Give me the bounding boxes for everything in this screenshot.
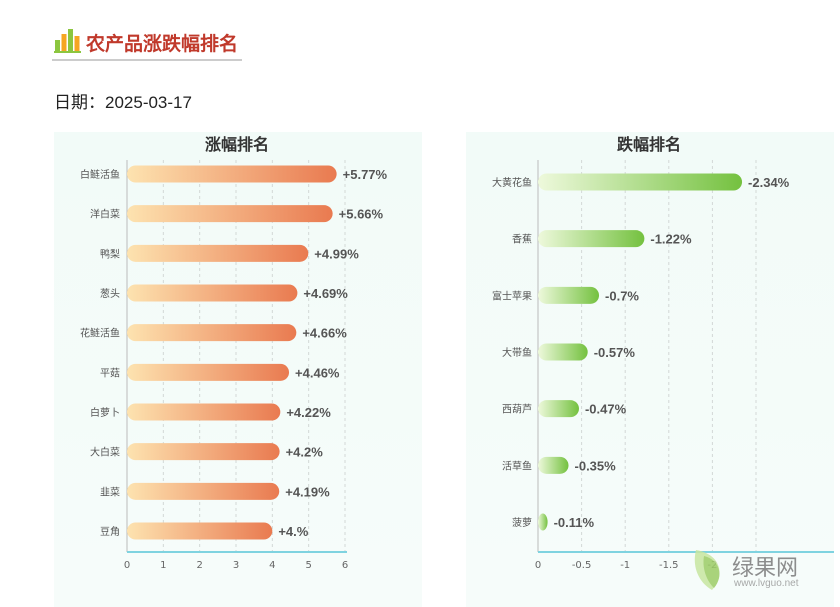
bar — [127, 522, 273, 540]
data-label: -0.11% — [554, 515, 595, 530]
title-underline — [52, 59, 242, 61]
category-label: 花鲢活鱼 — [80, 327, 120, 340]
bar — [538, 513, 548, 531]
data-label: +4.% — [278, 524, 308, 539]
bar — [127, 443, 280, 461]
data-label: -0.7% — [605, 288, 639, 303]
data-label: -0.47% — [585, 402, 627, 417]
bar — [127, 244, 309, 262]
data-label: +4.2% — [286, 445, 324, 460]
bar — [127, 363, 290, 381]
x-tick-label: 3 — [233, 560, 239, 571]
x-tick-label: 2 — [196, 560, 202, 571]
bar — [538, 173, 743, 191]
data-label: -1.22% — [650, 232, 692, 247]
chart-title: 跌幅排名 — [617, 135, 681, 154]
category-label: 大白菜 — [90, 446, 120, 459]
x-tick-label: -1 — [620, 560, 630, 571]
fall-chart-svg: 跌幅排名0-0.5-1-1.5-2大黄花鱼-2.34%香蕉-1.22%富士苹果-… — [492, 135, 834, 571]
category-label: 白鲢活鱼 — [80, 168, 120, 181]
watermark-url: www.lvguo.net — [734, 578, 799, 589]
date-label: 日期： — [54, 93, 105, 112]
fall-ranking-chart: 跌幅排名0-0.5-1-1.5-2大黄花鱼-2.34%香蕉-1.22%富士苹果-… — [466, 132, 834, 607]
data-label: +4.99% — [314, 246, 359, 261]
data-label: +4.22% — [286, 405, 331, 420]
date-row: 日期：2025-03-17 — [54, 88, 192, 113]
category-label: 活草鱼 — [502, 459, 532, 472]
bar — [538, 400, 579, 418]
x-tick-label: 0 — [535, 560, 541, 571]
data-label: -0.57% — [594, 345, 636, 360]
x-tick-label: 5 — [305, 560, 311, 571]
data-label: +5.77% — [343, 167, 388, 182]
category-label: 大带鱼 — [502, 346, 532, 359]
watermark: 绿果网 www.lvguo.net — [688, 546, 838, 604]
bar — [127, 165, 337, 183]
bar — [127, 482, 280, 500]
bar — [127, 403, 281, 421]
bar — [538, 286, 600, 304]
bar — [538, 343, 588, 361]
category-label: 富士苹果 — [492, 289, 532, 302]
category-label: 平菇 — [100, 366, 120, 379]
page-title: 农产品涨跌幅排名 — [86, 34, 239, 55]
data-label: +4.19% — [285, 484, 330, 499]
x-tick-label: 4 — [269, 560, 275, 571]
x-tick-label: 0 — [124, 560, 130, 571]
bar — [127, 205, 333, 223]
leaf-icon — [694, 550, 720, 590]
x-tick-label: 1 — [160, 560, 166, 571]
category-label: 白萝卜 — [90, 406, 120, 419]
x-tick-label: 6 — [342, 560, 348, 571]
data-label: +5.66% — [339, 207, 384, 222]
category-label: 豆角 — [100, 526, 120, 538]
date-value: 2025-03-17 — [105, 93, 192, 112]
data-label: +4.66% — [302, 326, 347, 341]
chart-title: 涨幅排名 — [205, 135, 269, 154]
page-header: 农产品涨跌幅排名 — [52, 24, 242, 62]
category-label: 鸭梨 — [100, 247, 120, 260]
data-label: +4.46% — [295, 365, 340, 380]
category-label: 香蕉 — [512, 234, 532, 246]
category-label: 葱头 — [100, 288, 120, 300]
x-tick-label: -1.5 — [659, 560, 679, 571]
data-label: +4.69% — [303, 286, 348, 301]
data-label: -0.35% — [575, 458, 617, 473]
category-label: 洋白菜 — [90, 208, 120, 221]
bar — [127, 324, 297, 342]
bar-chart-icon — [54, 29, 81, 53]
data-label: -2.34% — [748, 175, 790, 190]
bar — [538, 456, 569, 474]
rise-ranking-chart: 涨幅排名 0 1 2 3 4 5 6 白鲢活鱼 +5.77% 洋白菜 +5.66% 鸭梨 +4.99% 葱头… — [54, 132, 422, 607]
category-label: 大黄花鱼 — [492, 176, 532, 189]
category-label: 西葫芦 — [502, 404, 532, 416]
rise-chart-svg: 涨幅排名 0 1 2 3 4 5 6 白鲢活鱼 +5.77% 洋白菜 +5.66% 鸭梨 +4.99% 葱头… — [80, 135, 388, 571]
bar — [538, 230, 645, 248]
bar — [127, 284, 298, 302]
watermark-text: 绿果网 — [732, 556, 799, 581]
category-label: 菠萝 — [512, 517, 532, 529]
category-label: 韭菜 — [100, 486, 120, 498]
x-tick-label: -0.5 — [572, 560, 592, 571]
